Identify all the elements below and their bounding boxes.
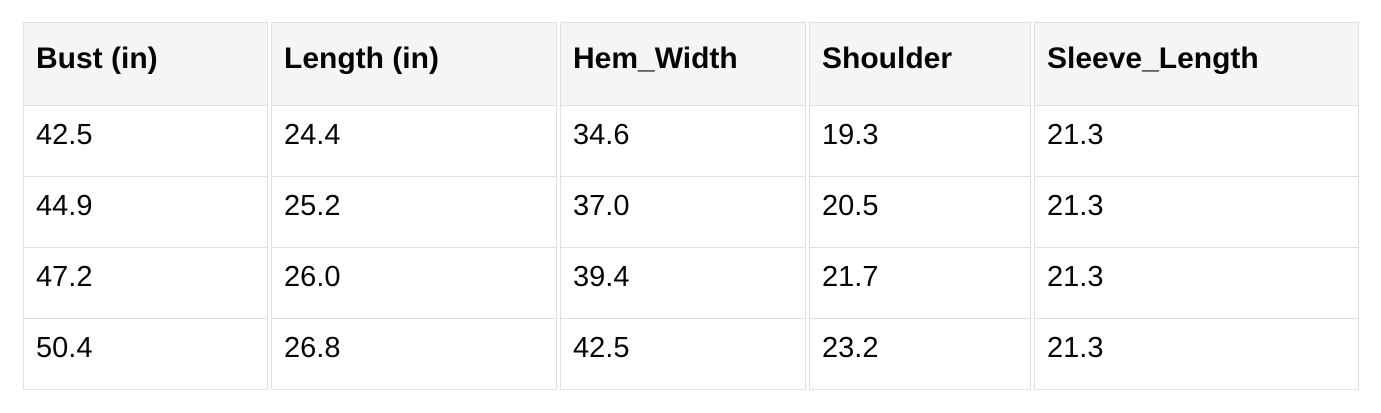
table-cell: 26.8 [271, 319, 557, 390]
table-cell: 39.4 [560, 248, 806, 319]
table-cell: 42.5 [23, 106, 268, 177]
table-row: 44.9 25.2 37.0 20.5 21.3 [23, 177, 1359, 248]
table-cell: 20.5 [809, 177, 1031, 248]
column-header-bust: Bust (in) [23, 22, 268, 106]
column-header-hem-width: Hem_Width [560, 22, 806, 106]
table-cell: 21.3 [1034, 319, 1359, 390]
table-cell: 21.3 [1034, 177, 1359, 248]
table-cell: 37.0 [560, 177, 806, 248]
table-row: 50.4 26.8 42.5 23.2 21.3 [23, 319, 1359, 390]
table-row: 42.5 24.4 34.6 19.3 21.3 [23, 106, 1359, 177]
table-row: 47.2 26.0 39.4 21.7 21.3 [23, 248, 1359, 319]
table-cell: 34.6 [560, 106, 806, 177]
column-header-length: Length (in) [271, 22, 557, 106]
table-cell: 21.7 [809, 248, 1031, 319]
column-header-shoulder: Shoulder [809, 22, 1031, 106]
table-cell: 47.2 [23, 248, 268, 319]
table-cell: 44.9 [23, 177, 268, 248]
table-cell: 24.4 [271, 106, 557, 177]
size-chart-table: Bust (in) Length (in) Hem_Width Shoulder… [20, 22, 1362, 390]
table-cell: 42.5 [560, 319, 806, 390]
table-cell: 21.3 [1034, 106, 1359, 177]
size-chart-container: Bust (in) Length (in) Hem_Width Shoulder… [20, 22, 1362, 390]
table-cell: 19.3 [809, 106, 1031, 177]
column-header-sleeve-length: Sleeve_Length [1034, 22, 1359, 106]
table-cell: 50.4 [23, 319, 268, 390]
table-cell: 23.2 [809, 319, 1031, 390]
table-cell: 25.2 [271, 177, 557, 248]
table-cell: 26.0 [271, 248, 557, 319]
table-cell: 21.3 [1034, 248, 1359, 319]
header-row: Bust (in) Length (in) Hem_Width Shoulder… [23, 22, 1359, 106]
